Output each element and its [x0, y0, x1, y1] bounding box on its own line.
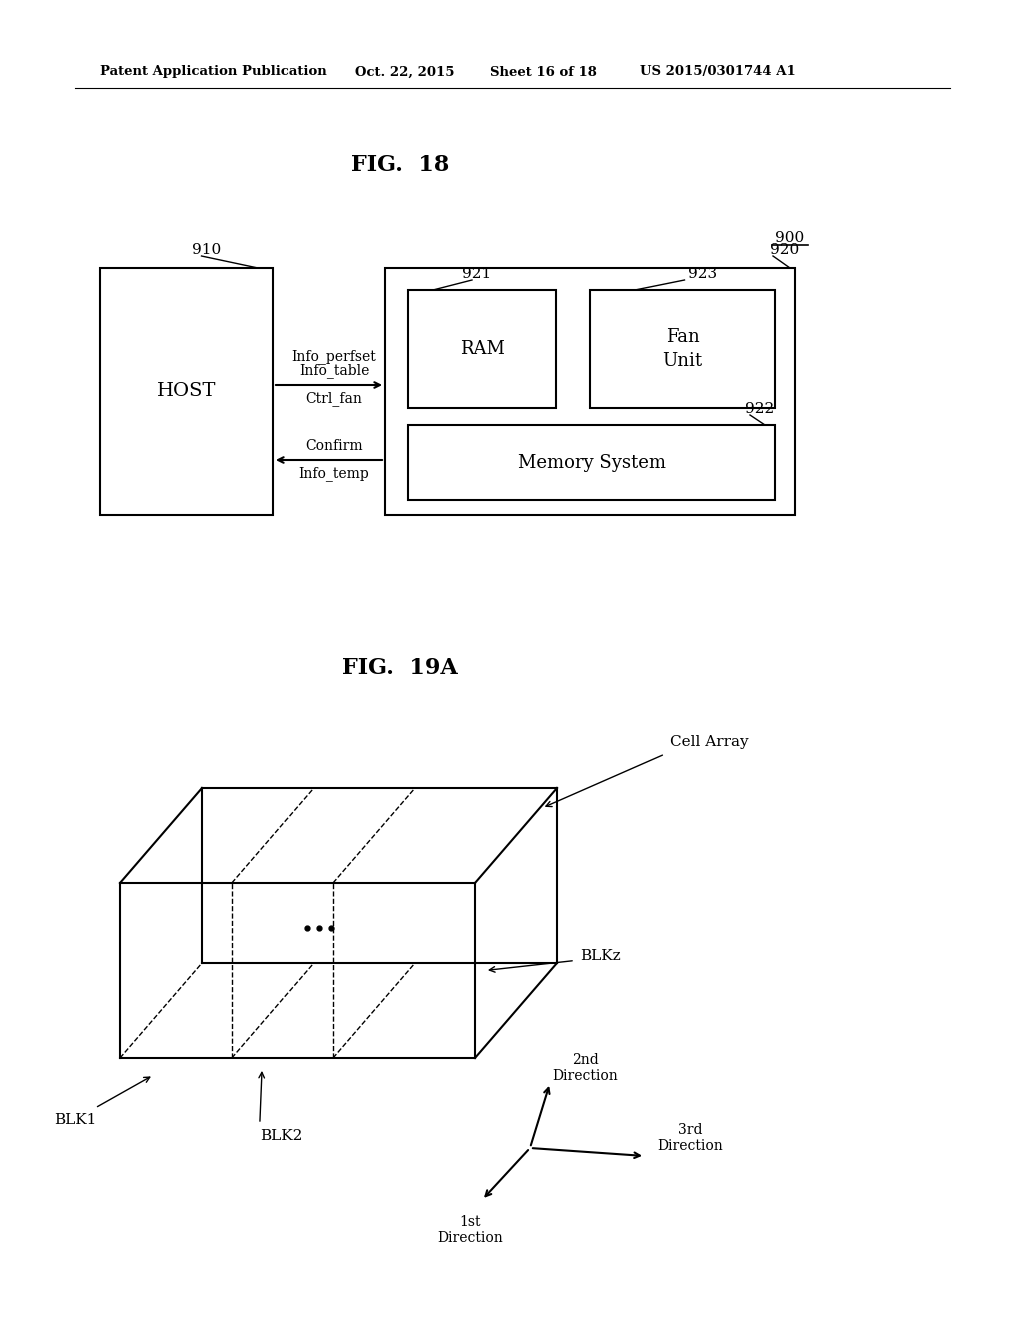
Text: Info_temp: Info_temp [299, 466, 370, 482]
Bar [590, 290, 775, 408]
Text: Info_perfset: Info_perfset [292, 350, 377, 364]
Bar [385, 268, 795, 515]
Text: 2nd
Direction: 2nd Direction [552, 1053, 617, 1084]
Bar [100, 268, 273, 515]
Text: BLKz: BLKz [580, 949, 621, 962]
Text: Fan
Unit: Fan Unit [663, 327, 702, 371]
Text: Confirm: Confirm [305, 440, 362, 453]
Text: 921: 921 [463, 267, 492, 281]
Bar [408, 290, 556, 408]
Text: HOST: HOST [157, 383, 216, 400]
Text: Patent Application Publication: Patent Application Publication [100, 66, 327, 78]
Text: 900: 900 [775, 231, 805, 246]
Text: 923: 923 [688, 267, 717, 281]
Text: 920: 920 [770, 243, 800, 257]
Text: 1st
Direction: 1st Direction [437, 1214, 503, 1245]
Text: RAM: RAM [460, 341, 505, 358]
Bar [408, 425, 775, 500]
Text: 3rd
Direction: 3rd Direction [657, 1123, 723, 1154]
Text: Cell Array: Cell Array [670, 735, 749, 748]
Text: 922: 922 [745, 403, 774, 416]
Text: BLK1: BLK1 [54, 1113, 96, 1127]
Text: Sheet 16 of 18: Sheet 16 of 18 [490, 66, 597, 78]
Text: FIG.  19A: FIG. 19A [342, 657, 458, 678]
Text: Memory System: Memory System [517, 454, 666, 471]
Text: US 2015/0301744 A1: US 2015/0301744 A1 [640, 66, 796, 78]
Text: Info_table: Info_table [299, 363, 370, 379]
Text: BLK2: BLK2 [261, 1129, 303, 1143]
Text: Ctrl_fan: Ctrl_fan [305, 392, 362, 407]
Text: FIG.  18: FIG. 18 [351, 154, 450, 176]
Text: Oct. 22, 2015: Oct. 22, 2015 [355, 66, 455, 78]
Text: 910: 910 [191, 243, 221, 257]
